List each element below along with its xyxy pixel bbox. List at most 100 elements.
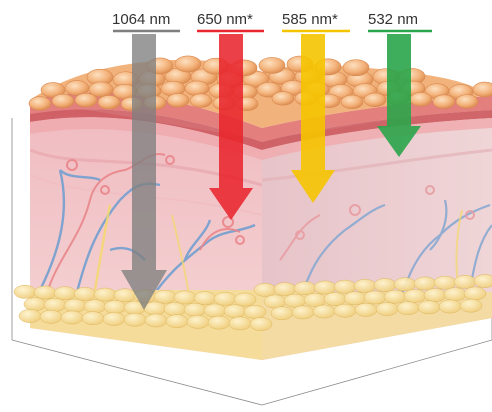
fat-cell	[363, 290, 387, 305]
epidermis-cell	[472, 81, 492, 98]
fat-cell	[186, 315, 210, 329]
fat-cell	[459, 298, 483, 313]
fat-cells	[13, 274, 492, 331]
epidermis-cell	[184, 80, 210, 97]
fat-cell	[291, 305, 315, 320]
fat-cell	[193, 291, 217, 305]
epidermis-cell	[409, 92, 433, 107]
fat-cell	[113, 288, 137, 303]
fat-cell	[303, 293, 327, 307]
fat-cell	[438, 299, 462, 314]
fat-cell	[43, 298, 67, 312]
fat-cell	[323, 292, 347, 306]
fat-cell	[270, 306, 294, 321]
epidermis-cell	[88, 81, 114, 98]
wavelength-label: 1064 nm	[112, 11, 170, 28]
fat-cell	[353, 279, 377, 293]
fat-cell	[293, 281, 317, 296]
fat-cell	[23, 297, 47, 312]
epidermis-cell	[455, 94, 479, 109]
fat-cell	[283, 293, 307, 308]
fat-cell	[273, 282, 297, 296]
epidermis-cell	[363, 92, 387, 107]
epidermis-cell	[189, 93, 213, 108]
fat-cell	[417, 300, 441, 315]
epidermis-cell	[97, 95, 121, 110]
fat-cell	[333, 279, 357, 294]
fat-cell	[203, 303, 227, 318]
block-outline	[11, 110, 492, 406]
wavelength-label: 650 nm*	[197, 11, 253, 28]
fat-cell	[396, 301, 420, 316]
fat-cell	[63, 298, 87, 313]
fat-cell	[453, 275, 477, 289]
fat-cell	[423, 288, 447, 302]
fat-cell	[343, 291, 367, 306]
epidermis-cell	[432, 94, 456, 109]
fat-cell	[463, 286, 487, 301]
fat-cell	[249, 317, 273, 331]
epidermis-cell	[174, 55, 202, 73]
fat-cell	[243, 305, 267, 319]
fat-cell	[313, 280, 337, 295]
epidermis-cell	[51, 93, 75, 109]
fat-cell	[228, 316, 252, 331]
fat-cell	[253, 283, 277, 297]
epidermis-cell	[40, 82, 66, 98]
fat-cell	[433, 275, 457, 290]
fat-cell	[163, 302, 187, 316]
fat-cell	[33, 285, 57, 300]
fat-cell	[375, 302, 399, 316]
fat-cell	[83, 299, 107, 314]
fat-cell	[403, 289, 427, 303]
fat-cell	[93, 287, 117, 302]
fat-cell	[60, 310, 84, 325]
laser-arrow-650nm	[209, 34, 253, 220]
fat-cell	[165, 314, 189, 328]
fat-cell	[53, 286, 77, 301]
fat-cell	[207, 315, 231, 330]
laser-arrow-532nm	[377, 34, 421, 157]
fat-cell	[373, 278, 397, 292]
fat-cell	[263, 294, 287, 309]
epidermis-cell	[340, 94, 364, 110]
fat-cell	[144, 313, 168, 328]
fat-cell	[333, 303, 357, 318]
epidermis-cell	[342, 59, 370, 77]
wavelength-labels: 1064 nm 650 nm* 585 nm* 532 nm	[112, 11, 432, 33]
fat-cell	[18, 309, 42, 323]
fat-cell	[103, 300, 127, 314]
wavelength-label: 585 nm*	[282, 11, 338, 28]
fat-cell	[312, 304, 336, 319]
fat-cell	[81, 311, 105, 326]
fat-cell	[223, 304, 247, 319]
fat-cell	[153, 289, 177, 304]
fat-cell	[413, 276, 437, 291]
red-vessels-side	[279, 185, 475, 261]
fat-cell	[39, 309, 63, 324]
fat-cell	[13, 284, 37, 299]
fat-cell	[393, 277, 417, 292]
laser-arrow-585nm	[291, 34, 335, 203]
laser-arrow-1064nm	[121, 34, 167, 310]
epidermis-cell	[166, 93, 190, 108]
epidermis-cell	[28, 96, 52, 111]
epidermis-cell	[258, 57, 286, 74]
laser-arrows	[121, 34, 421, 310]
fat-cell	[123, 312, 147, 327]
fat-cell	[73, 287, 97, 301]
fat-cell	[213, 291, 237, 306]
fat-cell	[354, 302, 378, 317]
fat-cell	[102, 312, 126, 326]
fat-cell	[233, 292, 257, 307]
fat-cell	[383, 289, 407, 304]
epidermis-cell	[271, 91, 295, 106]
epidermis-cell	[74, 92, 98, 108]
fat-cell	[183, 302, 207, 317]
wavelength-label: 532 nm	[368, 11, 418, 28]
fat-cell	[173, 290, 197, 305]
blue-vessels-front	[38, 169, 256, 301]
fat-cell	[443, 287, 467, 302]
